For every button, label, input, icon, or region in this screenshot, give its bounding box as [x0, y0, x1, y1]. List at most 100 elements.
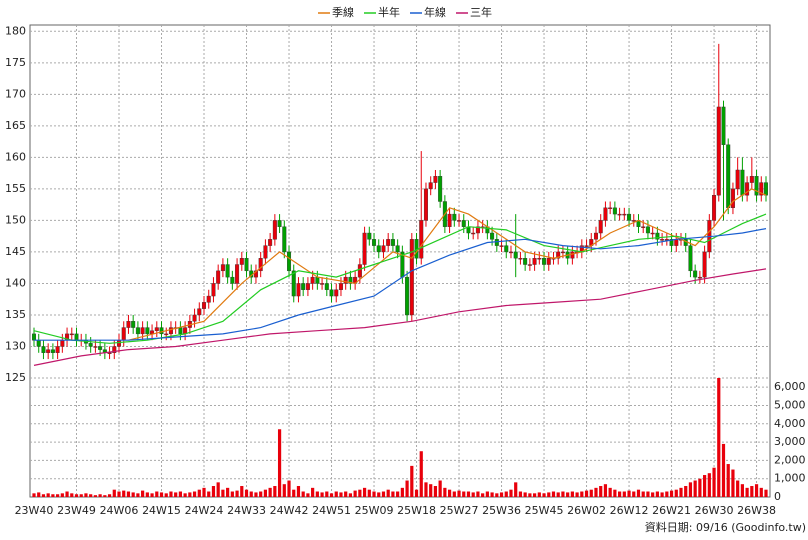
- volume-bar: [79, 494, 83, 497]
- volume-bar: [311, 487, 315, 497]
- volume-bar: [216, 482, 220, 497]
- volume-bar: [362, 487, 367, 497]
- candle-body: [216, 270, 221, 284]
- candle-body: [560, 251, 565, 254]
- volume-bar: [344, 491, 348, 497]
- volume-bar: [542, 493, 546, 497]
- candle-body: [405, 276, 410, 316]
- legend-label: 半年: [378, 5, 400, 19]
- volume-bar: [561, 491, 565, 497]
- volume-bar: [244, 489, 249, 497]
- candle-body: [154, 327, 159, 331]
- candle-body: [452, 213, 457, 221]
- volume-bar: [504, 491, 508, 497]
- candle-body: [754, 176, 759, 196]
- candle-body: [357, 264, 362, 278]
- candle-body: [494, 239, 499, 246]
- volume-bar: [712, 467, 716, 497]
- x-tick-label: 25W27: [440, 504, 479, 517]
- volume-bar: [37, 492, 41, 497]
- ma-line: [34, 228, 767, 341]
- candle-body: [329, 289, 334, 297]
- volume-bar: [452, 491, 456, 497]
- candle-body: [291, 270, 296, 297]
- candle-body: [513, 251, 518, 259]
- x-tick-label: 24W15: [142, 504, 181, 517]
- candle-body: [310, 276, 315, 284]
- candle-body: [504, 245, 509, 253]
- candle-body: [268, 239, 273, 246]
- volume-bar: [551, 491, 556, 497]
- volume-bar: [627, 490, 631, 497]
- volume-bar: [537, 492, 541, 497]
- candle-body: [220, 264, 225, 272]
- volume-bar: [736, 480, 740, 497]
- legend-label: 年線: [424, 5, 446, 19]
- volume-bar: [353, 490, 357, 497]
- candle-body: [32, 333, 37, 341]
- volume-bar: [674, 489, 678, 497]
- candle-body: [674, 239, 679, 246]
- volume-bar: [169, 491, 173, 497]
- candle-body: [660, 239, 665, 241]
- volume-bar: [495, 493, 499, 497]
- volume-bar: [721, 443, 726, 497]
- volume-bar: [580, 491, 584, 497]
- volume-bar: [51, 494, 55, 497]
- x-tick-label: 25W36: [482, 504, 521, 517]
- volume-bar: [613, 489, 617, 497]
- volume-bar: [202, 487, 206, 497]
- candle-body: [532, 258, 537, 265]
- candle-body: [693, 270, 698, 278]
- candle-body: [749, 176, 754, 183]
- volume-bar: [405, 480, 409, 497]
- y-tick-label: 155: [5, 182, 26, 195]
- volume-bar: [575, 492, 579, 497]
- volume-bar: [665, 491, 669, 497]
- y2-tick-label: 0: [774, 490, 781, 503]
- candle-body: [50, 349, 55, 353]
- candle-body: [168, 327, 173, 335]
- candle-body: [386, 239, 391, 246]
- candle-body: [641, 226, 646, 228]
- volume-bar: [655, 491, 659, 497]
- volume-bar: [750, 486, 754, 497]
- candle-body: [159, 327, 164, 335]
- y-tick-label: 170: [5, 87, 26, 100]
- volume-bar: [419, 451, 423, 497]
- volume-bar: [93, 495, 97, 497]
- candle-body: [272, 220, 277, 240]
- candle-body: [230, 276, 235, 284]
- candle-body: [301, 283, 306, 290]
- candle-body: [740, 169, 745, 196]
- volume-bar: [301, 491, 305, 497]
- volume-bar: [240, 486, 244, 497]
- volume-bar: [424, 482, 428, 497]
- candle-body: [688, 245, 693, 272]
- candle-body: [759, 182, 764, 196]
- candle-body: [376, 245, 381, 253]
- volume-bar: [556, 492, 560, 497]
- volume-bar: [183, 493, 187, 497]
- candle-body: [126, 321, 131, 328]
- volume-bar: [339, 492, 343, 497]
- volume-bar: [207, 491, 211, 497]
- x-tick-label: 26W12: [610, 504, 649, 517]
- volume-bar: [84, 493, 88, 497]
- volume-bar: [273, 486, 277, 497]
- volume-bar: [131, 492, 135, 497]
- candle-body: [726, 144, 731, 209]
- volume-bar: [703, 475, 707, 497]
- candle-body: [296, 283, 301, 297]
- x-tick-label: 23W49: [57, 504, 96, 517]
- candle-body: [721, 106, 726, 145]
- y-tick-label: 180: [5, 24, 26, 37]
- volume-bar: [136, 493, 140, 497]
- volume-bar: [56, 494, 60, 497]
- candle-body: [702, 251, 707, 278]
- candle-body: [542, 258, 547, 265]
- volume-bar: [178, 491, 182, 497]
- x-tick-label: 26W21: [652, 504, 691, 517]
- volume-bar: [707, 473, 711, 497]
- candle-body: [617, 213, 622, 216]
